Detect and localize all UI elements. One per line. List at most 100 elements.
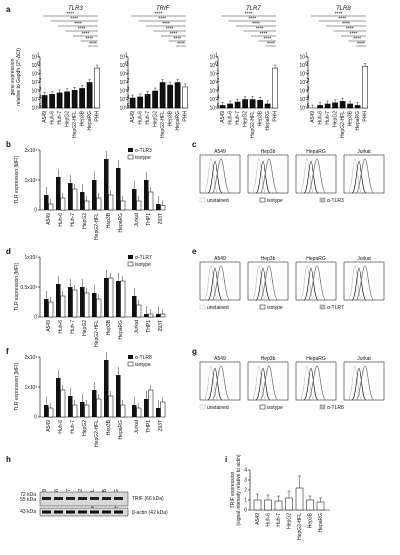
y-tick-exponent: -3 bbox=[37, 87, 42, 93]
x-tick-label: Huh-6 bbox=[138, 111, 144, 125]
isotype-curve bbox=[351, 160, 367, 194]
bar bbox=[137, 96, 143, 109]
bar bbox=[86, 82, 93, 109]
panel-letter-e: e bbox=[192, 247, 197, 256]
y-tick-label: 10 bbox=[31, 106, 37, 112]
legend-swatch-open bbox=[127, 361, 134, 367]
x-tick-label: A549 bbox=[220, 111, 226, 123]
x-tick-label: PHH bbox=[273, 111, 279, 122]
bar bbox=[72, 188, 78, 211]
isotype-curve bbox=[303, 367, 319, 401]
histogram-frame bbox=[343, 154, 385, 194]
antibody-curve bbox=[307, 265, 327, 301]
x-tick-label: PHH bbox=[183, 111, 189, 122]
panel-a-title: TLR3 bbox=[68, 6, 83, 12]
bar bbox=[156, 314, 161, 317]
bar bbox=[96, 398, 102, 418]
bar bbox=[104, 360, 109, 417]
bar bbox=[48, 301, 54, 318]
blot-band bbox=[102, 510, 111, 514]
histogram-title: A549 bbox=[214, 149, 226, 155]
histogram-title: Jurkat bbox=[357, 356, 371, 362]
y-tick-exponent: 1 bbox=[125, 53, 128, 59]
bar bbox=[347, 103, 353, 109]
y-tick-label: 10 bbox=[31, 89, 37, 95]
legend-label: α-TLR3 bbox=[327, 198, 344, 204]
blot-band bbox=[78, 497, 87, 500]
y-tick-label: 10 bbox=[119, 72, 125, 78]
bar bbox=[44, 405, 49, 417]
x-tick-label: A549 bbox=[130, 111, 136, 123]
legend-label: α-TLR7 bbox=[135, 255, 152, 261]
isotype-curve bbox=[351, 367, 367, 401]
isotype-curve bbox=[207, 267, 223, 301]
significance-label: **** bbox=[256, 26, 264, 32]
bar bbox=[96, 197, 102, 211]
bar bbox=[160, 205, 166, 211]
band-label: TRIF (66 kDa) bbox=[132, 496, 164, 502]
panel-a-title: TLR8 bbox=[336, 6, 351, 12]
blot-band bbox=[66, 510, 75, 514]
y-tick-label: 10 bbox=[31, 97, 37, 103]
x-tick-label: HepaRG bbox=[318, 513, 324, 533]
x-tick-label: HepG2-HFL bbox=[72, 111, 78, 138]
significance-label: **** bbox=[338, 16, 346, 22]
y-tick-exponent: 0 bbox=[305, 61, 308, 67]
bar bbox=[64, 91, 70, 109]
x-tick-label: 293T bbox=[158, 213, 164, 224]
y-tick-exponent: -3 bbox=[215, 87, 220, 93]
significance-label: **** bbox=[158, 16, 166, 22]
y-tick-label: 10 bbox=[299, 89, 305, 95]
x-tick-label: HepaRG bbox=[118, 420, 124, 440]
y-tick-label: 1x10³ bbox=[24, 255, 37, 261]
bar bbox=[116, 375, 121, 417]
isotype-curve bbox=[207, 367, 223, 401]
y-tick-label: 10 bbox=[119, 55, 125, 61]
bar bbox=[116, 168, 121, 210]
significance-label: **** bbox=[245, 11, 253, 17]
marker-label: 55 kDa bbox=[20, 497, 36, 503]
legend-label: isotype bbox=[135, 362, 151, 368]
significance-label: **** bbox=[170, 31, 178, 37]
y-tick-label: 10 bbox=[209, 89, 215, 95]
bar bbox=[44, 195, 49, 210]
x-tick-label: Jurkat bbox=[134, 212, 140, 226]
y-tick-exponent: -5 bbox=[215, 104, 220, 110]
histogram-frame bbox=[295, 361, 337, 401]
bar bbox=[136, 304, 142, 318]
y-tick-label: 10 bbox=[299, 80, 305, 86]
y-tick-label: 1x10³ bbox=[24, 385, 37, 391]
bar bbox=[332, 102, 338, 109]
bar bbox=[156, 408, 161, 417]
x-tick-label: HepG2 bbox=[82, 213, 88, 229]
y-tick-exponent: 1 bbox=[37, 53, 40, 59]
histogram-frame bbox=[199, 361, 241, 401]
bar bbox=[84, 404, 90, 418]
blot-band bbox=[42, 510, 51, 514]
x-tick-label: Huh-6 bbox=[318, 111, 324, 125]
legend-swatch-filled bbox=[128, 355, 133, 359]
legend-swatch bbox=[319, 304, 326, 310]
bar bbox=[152, 90, 158, 109]
bar bbox=[136, 407, 142, 418]
histogram-frame bbox=[247, 261, 289, 301]
histogram-title: Hep3b bbox=[261, 356, 276, 362]
histogram-title: A549 bbox=[214, 256, 226, 262]
legend-label: α-TLR3 bbox=[135, 148, 152, 154]
bar bbox=[339, 101, 346, 109]
x-tick-label: HepG2 bbox=[82, 420, 88, 436]
marker-label: 43 kDa bbox=[20, 509, 36, 515]
marker-label: 72 kDa bbox=[20, 492, 36, 498]
x-tick-label: HepG2-HFL bbox=[250, 111, 256, 138]
y-tick-exponent: -4 bbox=[125, 95, 130, 101]
bar-panel-ylabel: TLR expression [MFI] bbox=[14, 362, 20, 410]
legend-swatch bbox=[319, 197, 326, 203]
bar bbox=[264, 103, 271, 109]
bar bbox=[104, 278, 109, 317]
y-tick-label: 4 bbox=[244, 468, 247, 474]
significance-label: **** bbox=[260, 31, 268, 37]
bar bbox=[156, 204, 161, 210]
y-tick-label: 10 bbox=[299, 55, 305, 61]
bar bbox=[68, 396, 73, 417]
isotype-curve bbox=[255, 367, 271, 401]
